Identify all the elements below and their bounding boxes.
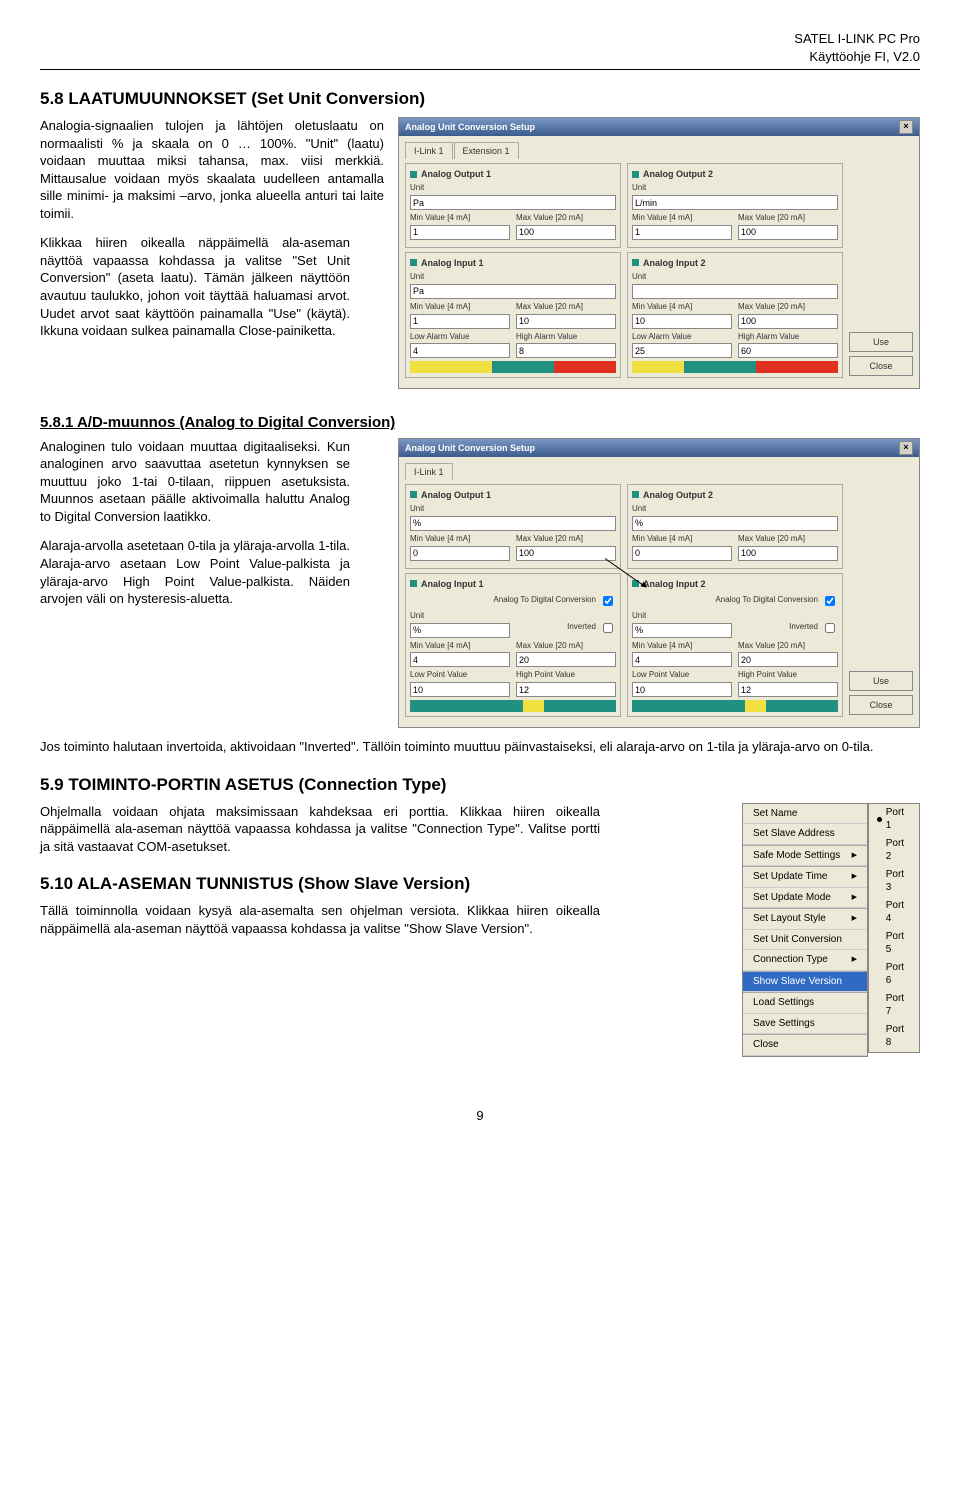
port-item-2[interactable]: Port 2 xyxy=(869,835,919,866)
alarm-bar-1 xyxy=(410,361,616,373)
context-menu-group: Set NameSet Slave AddressSafe Mode Setti… xyxy=(742,803,920,1057)
port-submenu: Port 1Port 2Port 3Port 4Port 5Port 6Port… xyxy=(868,803,920,1053)
context-menu: Set NameSet Slave AddressSafe Mode Setti… xyxy=(742,803,868,1057)
port-item-5[interactable]: Port 5 xyxy=(869,928,919,959)
paragraph: Klikkaa hiiren oikealla näppäimellä ala-… xyxy=(40,234,350,339)
adc-checkbox[interactable] xyxy=(603,596,613,606)
menu-item-show-slave-version[interactable]: Show Slave Version xyxy=(743,972,867,993)
port-item-4[interactable]: Port 4 xyxy=(869,897,919,928)
point-bar-2 xyxy=(632,700,838,712)
use-button[interactable]: Use xyxy=(849,332,913,352)
tab-extension1[interactable]: Extension 1 xyxy=(454,142,519,159)
menu-item-set-slave-address[interactable]: Set Slave Address xyxy=(743,824,867,845)
inverted-checkbox[interactable] xyxy=(603,623,613,633)
adc-checkbox[interactable] xyxy=(825,596,835,606)
menu-item-set-update-mode[interactable]: Set Update Mode▶ xyxy=(743,888,867,909)
unit-input[interactable] xyxy=(410,195,616,210)
menu-item-save-settings[interactable]: Save Settings xyxy=(743,1014,867,1035)
heading-5-8: 5.8 LAATUMUUNNOKSET (Set Unit Conversion… xyxy=(40,88,920,111)
panel-analog-input-1: Analog Input 1 Unit Min Value [4 mA] Max… xyxy=(405,252,621,379)
point-bar-1 xyxy=(410,700,616,712)
menu-item-close[interactable]: Close xyxy=(743,1035,867,1056)
max-input[interactable] xyxy=(516,225,616,240)
tab-ilink1[interactable]: I-Link 1 xyxy=(405,142,453,159)
header-line1: SATEL I-LINK PC Pro xyxy=(794,31,920,46)
menu-item-safe-mode-settings[interactable]: Safe Mode Settings▶ xyxy=(743,846,867,867)
port-item-3[interactable]: Port 3 xyxy=(869,866,919,897)
paragraph: Ohjelmalla voidaan ohjata maksimissaan k… xyxy=(40,803,600,856)
menu-item-set-layout-style[interactable]: Set Layout Style▶ xyxy=(743,909,867,930)
tab-ilink1[interactable]: I-Link 1 xyxy=(405,463,453,480)
header-line2: Käyttöohje FI, V2.0 xyxy=(809,49,920,64)
paragraph: Jos toiminto halutaan invertoida, aktivo… xyxy=(40,738,920,756)
port-item-7[interactable]: Port 7 xyxy=(869,990,919,1021)
heading-5-9: 5.9 TOIMINTO-PORTIN ASETUS (Connection T… xyxy=(40,774,920,797)
dialog-title-text: Analog Unit Conversion Setup xyxy=(405,121,535,133)
paragraph: Tällä toiminnolla voidaan kysyä ala-asem… xyxy=(40,902,600,937)
close-icon[interactable]: × xyxy=(899,120,913,134)
panel-analog-output-1: Analog Output 1 Unit Min Value [4 mA] Ma… xyxy=(405,163,621,248)
panel-analog-input-2: Analog Input 2 Analog To Digital Convers… xyxy=(627,573,843,718)
port-item-1[interactable]: Port 1 xyxy=(869,804,919,835)
menu-item-set-unit-conversion[interactable]: Set Unit Conversion xyxy=(743,930,867,951)
panel-analog-output-2: Analog Output 2 Unit Min Value [4 mA] Ma… xyxy=(627,163,843,248)
alarm-bar-2 xyxy=(632,361,838,373)
close-icon[interactable]: × xyxy=(899,441,913,455)
dialog-tabs: I-Link 1 Extension 1 xyxy=(405,142,913,159)
use-button[interactable]: Use xyxy=(849,671,913,691)
menu-item-load-settings[interactable]: Load Settings xyxy=(743,993,867,1014)
dialog-titlebar: Analog Unit Conversion Setup × xyxy=(399,118,919,136)
page-number: 9 xyxy=(40,1107,920,1125)
unit-conversion-dialog-2: Analog Unit Conversion Setup × I-Link 1 … xyxy=(398,438,920,728)
menu-item-set-name[interactable]: Set Name xyxy=(743,804,867,825)
close-button[interactable]: Close xyxy=(849,356,913,376)
menu-item-connection-type[interactable]: Connection Type▶ xyxy=(743,950,867,971)
dialog-titlebar: Analog Unit Conversion Setup × xyxy=(399,439,919,457)
unit-conversion-dialog-1: Analog Unit Conversion Setup × I-Link 1 … xyxy=(398,117,920,389)
paragraph: Alaraja-arvolla asetetaan 0-tila ja ylär… xyxy=(40,537,350,607)
close-button[interactable]: Close xyxy=(849,695,913,715)
port-item-6[interactable]: Port 6 xyxy=(869,959,919,990)
panel-analog-input-1: Analog Input 1 Analog To Digital Convers… xyxy=(405,573,621,718)
heading-5-8-1: 5.8.1 A/D-muunnos (Analog to Digital Con… xyxy=(40,413,920,433)
panel-analog-output-2: Analog Output 2 Unit Min Value [4 mA] Ma… xyxy=(627,484,843,569)
port-item-8[interactable]: Port 8 xyxy=(869,1021,919,1052)
min-input[interactable] xyxy=(410,225,510,240)
header-rule xyxy=(40,69,920,70)
panel-analog-input-2: Analog Input 2 Unit Min Value [4 mA] Max… xyxy=(627,252,843,379)
inverted-checkbox[interactable] xyxy=(825,623,835,633)
doc-header: SATEL I-LINK PC Pro Käyttöohje FI, V2.0 xyxy=(40,30,920,65)
menu-item-set-update-time[interactable]: Set Update Time▶ xyxy=(743,867,867,888)
paragraph: Analoginen tulo voidaan muuttaa digitaal… xyxy=(40,438,350,526)
panel-analog-output-1: Analog Output 1 Unit Min Value [4 mA] Ma… xyxy=(405,484,621,569)
